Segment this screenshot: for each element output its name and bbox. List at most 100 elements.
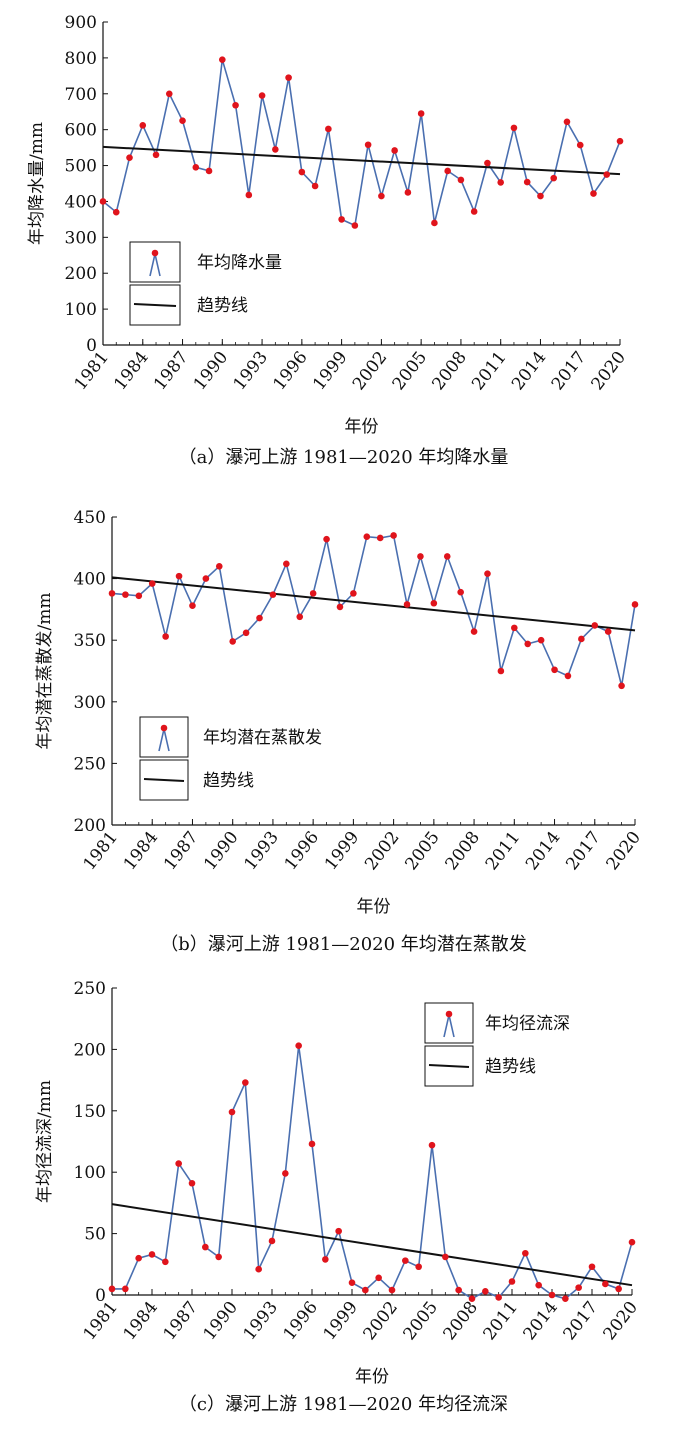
- x-tick-label: 1996: [281, 828, 323, 874]
- y-tick-label: 150: [74, 1102, 106, 1122]
- data-point: [364, 141, 372, 149]
- legend-marker: [160, 724, 168, 732]
- legend-label-trend: 趋势线: [485, 1057, 536, 1077]
- x-tick-label: 2008: [428, 348, 470, 394]
- x-tick-label: 1996: [280, 1298, 322, 1344]
- x-tick-label: 2005: [400, 1298, 442, 1344]
- x-tick-label: 1990: [200, 1298, 242, 1344]
- x-tick-label: 2005: [389, 348, 431, 394]
- x-tick-label: 1984: [120, 828, 162, 874]
- data-point: [189, 602, 196, 610]
- data-point: [468, 1295, 476, 1302]
- x-tick-label: 2011: [468, 348, 510, 394]
- x-axis-label: 年份: [357, 897, 391, 917]
- y-tick-label: 100: [74, 1163, 106, 1183]
- data-point: [548, 1291, 556, 1299]
- data-point: [535, 1281, 542, 1289]
- data-point: [482, 1288, 489, 1295]
- data-point: [523, 178, 531, 186]
- x-tick-label: 2002: [360, 1298, 402, 1344]
- y-axis-label: 年均潜在蒸散发/mm: [35, 593, 55, 750]
- data-point: [618, 682, 625, 690]
- data-point: [616, 137, 624, 145]
- legend-swatch-box: [424, 1045, 474, 1087]
- data-point: [202, 1243, 209, 1251]
- evapotranspiration-chart: 2002503003504004501981198419871990199319…: [35, 508, 645, 917]
- data-point: [205, 167, 213, 175]
- data-point: [550, 174, 558, 182]
- x-tick-label: 2008: [440, 1298, 482, 1344]
- series-line: [102, 59, 621, 227]
- data-point: [135, 1254, 142, 1262]
- data-point: [335, 1227, 342, 1235]
- precipitation-chart: 0 100 200 300 400 500 600 700 800 900 198119841987…: [27, 13, 630, 437]
- data-point: [495, 1294, 502, 1301]
- x-tick-label: 2020: [588, 348, 630, 394]
- data-point: [112, 208, 120, 216]
- x-tick-label: 1981: [80, 1298, 122, 1344]
- runoff-chart: 0 50 100 150 200 250 1981198419871990199319961…: [35, 979, 642, 1387]
- data-point: [457, 176, 465, 184]
- data-point: [219, 56, 226, 63]
- x-tick-label: 1987: [160, 1298, 202, 1344]
- data-point: [269, 591, 277, 598]
- legend-swatch-box: [129, 241, 181, 283]
- data-point: [375, 1274, 382, 1282]
- data-point: [282, 1170, 289, 1177]
- x-tick-label: 2017: [548, 348, 590, 394]
- data-point: [551, 666, 558, 674]
- legend-label-trend: 趋势线: [203, 771, 254, 791]
- x-tick-label: 2011: [480, 1298, 522, 1344]
- x-tick-label: 1999: [320, 1298, 362, 1344]
- series-line: [111, 534, 636, 686]
- data-point: [228, 1108, 236, 1116]
- data-point: [497, 667, 505, 675]
- data-point: [537, 192, 544, 200]
- data-point: [309, 590, 317, 597]
- data-point: [428, 1141, 436, 1149]
- x-tick-label: 1987: [150, 348, 192, 394]
- data-point: [256, 614, 263, 622]
- data-point: [444, 167, 451, 175]
- data-point: [563, 118, 571, 126]
- data-point: [338, 216, 345, 223]
- data-point: [431, 219, 438, 227]
- trend-line: [111, 1203, 633, 1287]
- data-point: [390, 532, 397, 539]
- x-tick-label: 2011: [482, 828, 524, 874]
- data-point: [575, 1284, 582, 1291]
- data-point: [388, 1286, 396, 1294]
- data-point: [402, 1257, 409, 1264]
- data-point: [215, 1253, 222, 1261]
- legend-swatch-box: [424, 1002, 474, 1044]
- data-point: [628, 1238, 636, 1246]
- data-point: [602, 1280, 609, 1288]
- data-point: [162, 1258, 169, 1266]
- data-point: [192, 164, 200, 171]
- data-point: [188, 1179, 196, 1187]
- data-point: [99, 198, 107, 205]
- legend-label-series: 年均径流深: [485, 1014, 570, 1034]
- data-point: [325, 125, 332, 133]
- y-tick-label: 600: [65, 121, 97, 141]
- data-point: [165, 90, 173, 98]
- data-point: [588, 1263, 596, 1271]
- legend-series-swatch: [158, 728, 170, 752]
- chart-caption: （c）瀑河上游 1981—2020 年均径流深: [178, 1394, 509, 1415]
- data-point: [229, 638, 236, 645]
- x-tick-label: 1993: [230, 348, 272, 394]
- data-point: [457, 588, 464, 596]
- data-point: [604, 628, 612, 635]
- data-point: [484, 159, 491, 167]
- data-point: [350, 590, 357, 597]
- data-point: [576, 141, 584, 149]
- y-tick-label: 900: [65, 13, 97, 33]
- data-point: [578, 635, 585, 643]
- x-tick-label: 2005: [401, 828, 443, 874]
- x-tick-label: 2020: [603, 828, 645, 874]
- data-point: [378, 192, 385, 200]
- data-point: [255, 1265, 262, 1273]
- data-point: [139, 122, 147, 129]
- data-point: [336, 603, 344, 611]
